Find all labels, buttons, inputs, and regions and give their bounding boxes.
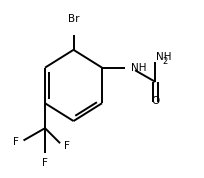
Text: NH: NH	[156, 52, 172, 62]
Text: F: F	[64, 141, 70, 151]
Text: F: F	[13, 137, 19, 147]
Text: F: F	[42, 158, 48, 167]
Text: NH: NH	[131, 63, 147, 73]
Text: O: O	[151, 96, 160, 106]
Text: 2: 2	[163, 57, 168, 66]
Text: Br: Br	[68, 14, 79, 24]
